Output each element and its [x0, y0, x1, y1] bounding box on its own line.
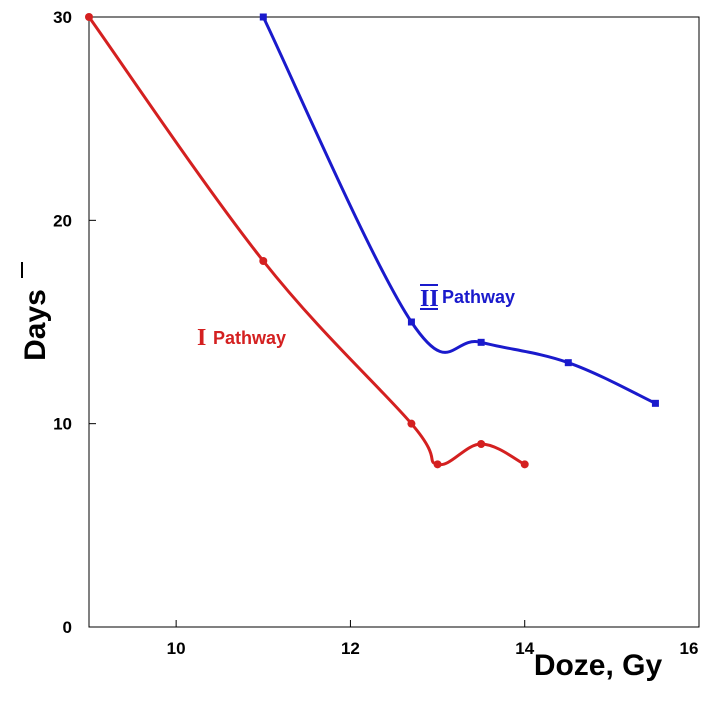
annotation-pathway-1-numeral: I	[197, 325, 206, 351]
series-line-2	[261, 15, 657, 405]
y-axis-ticks: 0 10 20 30	[53, 8, 96, 637]
series-point-1	[433, 460, 442, 469]
series-point-2	[259, 13, 267, 21]
x-tick-label: 12	[341, 639, 360, 658]
annotation-pathway-2-label: Pathway	[442, 287, 515, 307]
x-tick-label: 16	[680, 639, 699, 658]
series-point-1	[85, 13, 93, 21]
plot-frame	[88, 16, 700, 628]
y-tick-label: 0	[63, 618, 72, 637]
series-point-2	[564, 359, 572, 367]
y-tick-label: 10	[53, 415, 72, 434]
y-tick-label: 30	[53, 8, 72, 27]
y-axis-title: Days	[19, 289, 52, 361]
annotation-pathway-2-numeral: II	[420, 286, 439, 312]
series-point-1	[259, 257, 268, 265]
series-point-2	[651, 399, 659, 407]
series-point-1	[477, 440, 486, 448]
series-point-1	[407, 419, 416, 428]
series-point-1	[520, 460, 529, 469]
x-tick-label: 14	[515, 639, 534, 658]
annotation-pathway-1-label: Pathway	[213, 328, 286, 348]
annotation-pathway-2: II Pathway	[420, 284, 515, 312]
x-axis-ticks: 10 12 14 16	[167, 620, 700, 658]
series-point-2	[407, 318, 415, 326]
x-tick-label: 10	[167, 639, 186, 658]
annotation-pathway-1: I Pathway	[197, 325, 286, 351]
series-layer	[85, 13, 659, 469]
series-point-2	[477, 338, 485, 346]
series-line-1	[87, 15, 527, 467]
y-tick-label: 20	[53, 211, 72, 230]
x-axis-title: Doze, Gy	[534, 649, 663, 682]
